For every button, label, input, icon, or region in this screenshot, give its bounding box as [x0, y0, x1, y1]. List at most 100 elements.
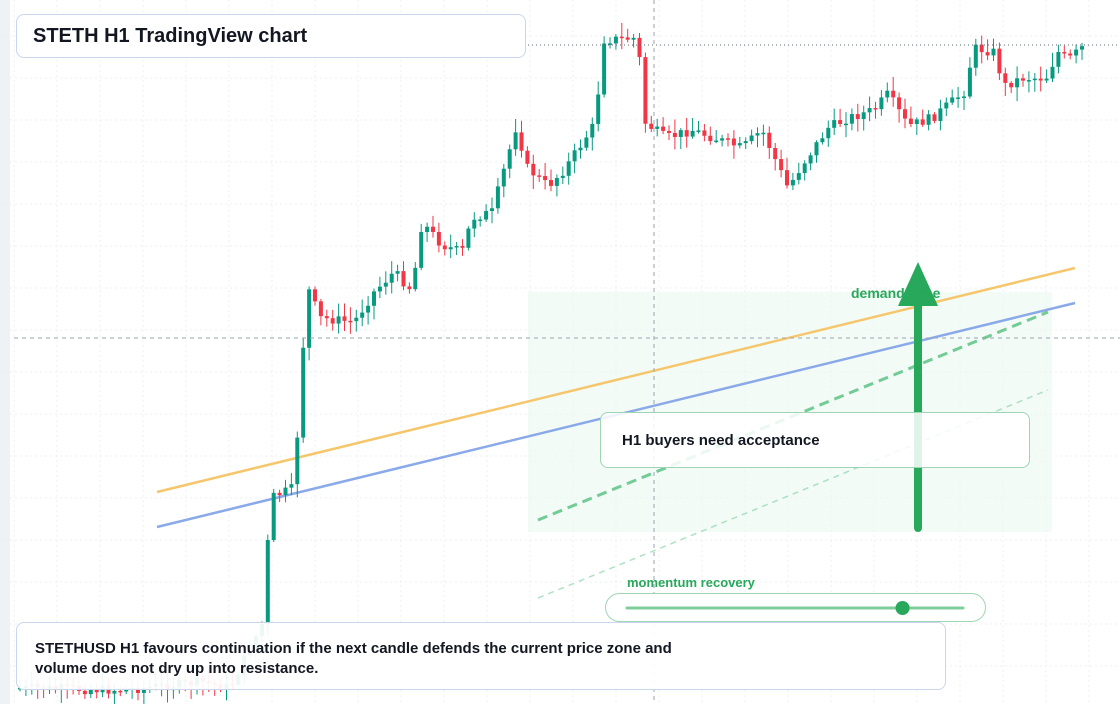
- candle-body: [867, 108, 872, 113]
- candle-body: [708, 135, 713, 142]
- candle-body: [755, 133, 760, 136]
- candle-body: [796, 173, 801, 180]
- candle-body: [543, 176, 548, 181]
- candle-body: [413, 267, 418, 290]
- candle-body: [578, 147, 583, 151]
- candle-body: [767, 132, 772, 149]
- candle-body: [1032, 78, 1037, 81]
- candle-body: [513, 132, 518, 150]
- candle-body: [525, 150, 530, 164]
- crosshair: [14, 0, 1120, 704]
- candle-body: [855, 114, 860, 120]
- candle-body: [466, 228, 471, 248]
- candle-body: [920, 119, 925, 125]
- candle-body: [891, 90, 896, 98]
- candlesticks: [18, 22, 1084, 704]
- candle-body: [973, 44, 978, 68]
- candle-body: [313, 289, 317, 302]
- candle-body: [419, 232, 424, 268]
- candle-body: [944, 102, 949, 109]
- candle-body: [667, 130, 671, 133]
- candle-body: [802, 163, 807, 174]
- candle-body: [1026, 80, 1031, 82]
- candle-body: [1044, 78, 1049, 81]
- candle-body: [661, 126, 666, 131]
- candle-body: [655, 126, 660, 129]
- candle-body: [908, 118, 913, 124]
- candle-body: [684, 130, 689, 137]
- candle-body: [566, 161, 571, 176]
- candle-body: [425, 226, 430, 233]
- candle-body: [737, 143, 742, 146]
- candle-body: [537, 175, 542, 177]
- candle-body: [507, 149, 512, 169]
- candle-body: [979, 44, 984, 53]
- candle-body: [324, 316, 329, 319]
- candle-body: [265, 540, 270, 625]
- chart-title-panel: STETH H1 TradingView chart: [16, 14, 526, 58]
- candle-body: [785, 170, 789, 186]
- candle-body: [897, 97, 902, 110]
- candle-body: [726, 138, 730, 140]
- candle-body: [997, 48, 1002, 74]
- candle-body: [1062, 52, 1067, 54]
- candle-body: [690, 130, 695, 137]
- momentum-knob[interactable]: [895, 601, 910, 615]
- callout-text: H1 buyers need acceptance: [622, 431, 820, 449]
- candle-body: [932, 114, 937, 121]
- arrow-head: [898, 262, 938, 306]
- momentum-slider[interactable]: [605, 593, 986, 622]
- candle-body: [1003, 73, 1008, 83]
- candle-body: [1056, 52, 1061, 67]
- candle-body: [389, 273, 394, 283]
- candle-body: [720, 138, 725, 141]
- projection-lower: [537, 389, 1049, 599]
- candle-body: [118, 690, 123, 693]
- candle-body: [938, 108, 943, 121]
- candle-body: [336, 316, 341, 324]
- candle-body: [826, 127, 831, 139]
- candle-body: [560, 175, 565, 178]
- candle-body: [1080, 46, 1084, 50]
- candle-body: [484, 211, 489, 220]
- candle-body: [731, 138, 736, 146]
- candle-body: [613, 36, 618, 44]
- candle-body: [112, 690, 117, 694]
- candle-body: [554, 177, 559, 186]
- candle-body: [407, 286, 412, 290]
- candle-body: [861, 112, 866, 120]
- candle-body: [790, 179, 795, 186]
- candle-body: [1038, 78, 1043, 81]
- analysis-note-text: STETHUSD H1 favours continuation if the …: [35, 640, 672, 677]
- candle-body: [714, 140, 719, 143]
- candle-body: [495, 186, 500, 209]
- candle-body: [643, 57, 648, 124]
- candle-body: [844, 123, 848, 126]
- candle-body: [849, 114, 854, 124]
- momentum-label: momentum recovery: [627, 575, 755, 590]
- candle-body: [1068, 53, 1073, 56]
- candle-body: [608, 43, 612, 45]
- candle-body: [124, 689, 129, 692]
- candle-body: [330, 318, 335, 324]
- candle-body: [401, 271, 406, 287]
- candle-body: [631, 37, 636, 40]
- candle-body: [271, 492, 276, 541]
- candle-body: [814, 142, 819, 156]
- candle-body: [436, 231, 441, 246]
- candle-body: [838, 120, 843, 124]
- candle-body: [277, 492, 282, 496]
- candle-body: [625, 37, 630, 40]
- candle-body: [478, 219, 483, 222]
- candle-body: [490, 208, 494, 212]
- candle-body: [926, 114, 931, 125]
- candle-body: [448, 247, 453, 250]
- analysis-note-panel: STETHUSD H1 favours continuation if the …: [16, 622, 946, 690]
- candle-body: [602, 43, 607, 95]
- candle-body: [395, 271, 400, 274]
- candle-body: [531, 163, 536, 176]
- candle-body: [301, 347, 306, 438]
- candle-body: [808, 155, 813, 164]
- candle-body: [295, 437, 300, 485]
